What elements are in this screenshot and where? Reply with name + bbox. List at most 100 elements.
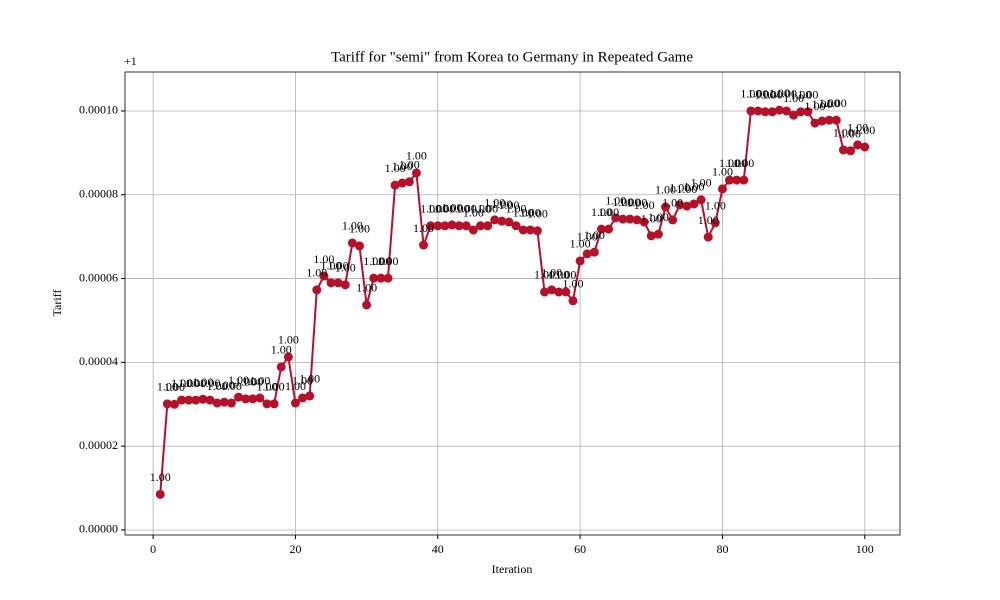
data-point [205, 395, 215, 405]
data-point [162, 399, 172, 409]
data-point [426, 221, 436, 231]
data-point [547, 285, 557, 295]
data-label: 1.00 [762, 88, 783, 102]
data-label: 1.00 [506, 202, 527, 216]
data-label: 1.00 [342, 219, 363, 233]
data-point [454, 221, 464, 231]
x-tick-label: 80 [716, 542, 728, 556]
data-point [561, 287, 571, 297]
data-label: 1.00 [185, 376, 206, 390]
data-label: 1.00 [164, 380, 185, 394]
y-tick-label: 0.00000 [79, 522, 118, 536]
data-point [226, 398, 236, 408]
data-label: 1.00 [313, 252, 334, 266]
data-point [169, 399, 179, 409]
data-point [796, 107, 806, 117]
data-label: 1.00 [847, 121, 868, 135]
data-point [611, 213, 621, 223]
data-label: 1.00 [598, 205, 619, 219]
data-label: 1.00 [676, 182, 697, 196]
data-label: 1.00 [228, 373, 249, 387]
data-label: 1.00 [669, 181, 690, 195]
data-label: 1.00 [321, 259, 342, 273]
data-point [646, 231, 656, 241]
data-label: 1.00 [399, 158, 420, 172]
data-label: 1.00 [733, 156, 754, 170]
data-label: 1.00 [306, 266, 327, 280]
data-label: 1.00 [392, 159, 413, 173]
data-point [290, 398, 300, 408]
data-point [625, 214, 635, 224]
data-point [326, 278, 336, 288]
data-label: 1.00 [726, 156, 747, 170]
data-label: 1.00 [783, 91, 804, 105]
data-point [475, 221, 485, 231]
data-point [433, 221, 443, 231]
data-point [860, 142, 870, 152]
data-point [440, 221, 450, 231]
data-point [191, 395, 201, 405]
data-point [518, 225, 528, 235]
data-point [177, 395, 187, 405]
data-point [340, 280, 350, 290]
y-axis-label: Tariff [50, 290, 64, 317]
data-label: 1.00 [648, 210, 669, 224]
data-point [739, 175, 749, 185]
data-label: 1.00 [427, 202, 448, 216]
data-label: 1.00 [335, 261, 356, 275]
data-point [333, 278, 343, 288]
data-label: 1.00 [712, 165, 733, 179]
data-label: 1.00 [634, 198, 655, 212]
data-label: 1.00 [221, 379, 242, 393]
data-label: 1.00 [584, 228, 605, 242]
data-point [511, 221, 521, 231]
data-label: 1.00 [235, 375, 256, 389]
data-point [298, 393, 308, 403]
data-point [319, 271, 329, 281]
data-point [269, 399, 279, 409]
data-point [781, 106, 791, 116]
data-point [831, 115, 841, 125]
data-label: 1.00 [456, 202, 477, 216]
data-point [362, 300, 372, 310]
data-point [369, 273, 379, 283]
data-label: 1.00 [591, 205, 612, 219]
data-point [376, 273, 386, 283]
data-label: 1.00 [328, 259, 349, 273]
data-point [255, 393, 265, 403]
data-point [732, 175, 742, 185]
y-offset-label: +1 [124, 54, 137, 68]
data-point [411, 168, 421, 178]
data-point [803, 107, 813, 117]
data-label: 1.00 [278, 333, 299, 347]
data-label: 1.00 [271, 343, 292, 357]
data-label: 1.00 [356, 281, 377, 295]
data-point [198, 394, 208, 404]
data-label: 1.00 [363, 254, 384, 268]
data-label: 1.00 [548, 268, 569, 282]
data-point [703, 232, 713, 242]
data-label: 1.00 [541, 266, 562, 280]
data-label: 1.00 [819, 96, 840, 110]
data-point [397, 178, 407, 188]
data-point [483, 221, 493, 231]
data-label: 1.00 [477, 202, 498, 216]
data-label: 1.00 [157, 380, 178, 394]
data-label: 1.00 [655, 183, 676, 197]
data-label: 1.00 [840, 127, 861, 141]
data-label: 1.00 [463, 206, 484, 220]
x-tick-label: 40 [432, 542, 444, 556]
data-point [661, 202, 671, 212]
x-tick-label: 20 [289, 542, 301, 556]
x-tick-label: 0 [150, 542, 156, 556]
data-label: 1.00 [755, 88, 776, 102]
data-label: 1.00 [242, 375, 263, 389]
y-tick-label: 0.00006 [79, 270, 118, 284]
data-point [468, 225, 478, 235]
data-point [283, 352, 293, 362]
data-label: 1.00 [385, 161, 406, 175]
data-label: 1.00 [370, 254, 391, 268]
data-label: 1.00 [555, 268, 576, 282]
